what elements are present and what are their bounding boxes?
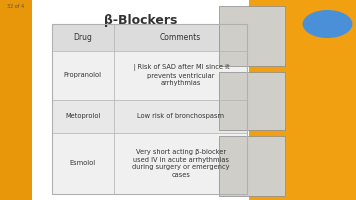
Bar xyxy=(52,24,247,194)
Bar xyxy=(52,24,247,51)
Bar xyxy=(32,0,249,200)
Bar xyxy=(52,133,247,194)
Bar xyxy=(219,6,285,66)
Bar xyxy=(52,100,247,133)
Bar xyxy=(52,51,247,100)
Text: β-Blockers: β-Blockers xyxy=(104,14,177,27)
Text: ❘Risk of SAD after MI since it
prevents ventricular
arrhythmias: ❘Risk of SAD after MI since it prevents … xyxy=(132,64,230,86)
Text: Comments: Comments xyxy=(160,33,201,42)
Text: 32 of 4: 32 of 4 xyxy=(7,4,24,9)
Text: Very short acting β-blocker
used IV in acute arrhythmias
during surgery or emerg: Very short acting β-blocker used IV in a… xyxy=(132,149,229,178)
Circle shape xyxy=(303,10,352,38)
Text: Esmolol: Esmolol xyxy=(70,160,96,166)
Bar xyxy=(52,24,247,194)
Bar xyxy=(219,136,285,196)
Text: Low risk of bronchospasm: Low risk of bronchospasm xyxy=(137,113,224,119)
Text: Propranolol: Propranolol xyxy=(64,72,102,78)
Bar xyxy=(219,72,285,130)
Text: Metoprolol: Metoprolol xyxy=(65,113,100,119)
Text: Drug: Drug xyxy=(73,33,92,42)
Bar xyxy=(0,0,32,200)
